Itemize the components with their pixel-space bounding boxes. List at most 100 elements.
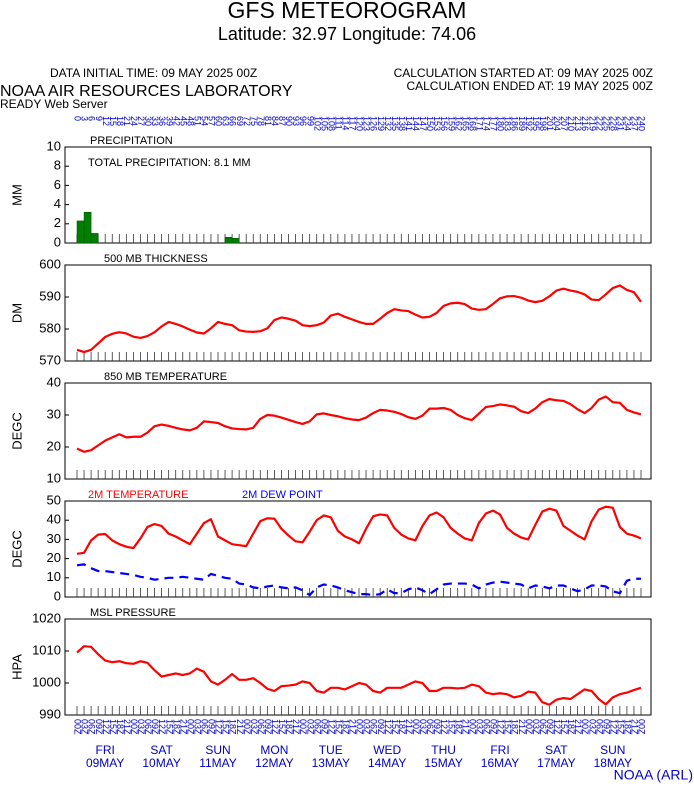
top-hour-label: 15 [108, 116, 118, 126]
bottom-hour-label: 21Z [517, 719, 527, 735]
y-tick-label: 10 [47, 470, 61, 485]
top-hour-label: 195 [531, 116, 541, 131]
bottom-hour-label: 09Z [432, 719, 442, 735]
top-hour-label: 63 [221, 116, 231, 126]
server: READY Web Server [0, 97, 108, 111]
top-hour-label: 27 [136, 116, 146, 126]
bottom-hour-label: 21Z [630, 719, 640, 735]
day-label: FRI [96, 743, 115, 757]
date-label: 15MAY [424, 756, 462, 770]
series-line [76, 505, 642, 555]
bottom-hour-label: 12Z [439, 719, 449, 735]
top-hour-label: 207 [559, 116, 569, 131]
bottom-hour-label: 18Z [284, 719, 294, 735]
top-hour-label: 57 [207, 116, 217, 126]
bottom-hour-label: 21Z [460, 719, 470, 735]
y-tick-label: 30 [47, 406, 61, 421]
top-hour-label: 45 [178, 116, 188, 126]
series-line [76, 563, 641, 597]
top-hour-label: 21 [122, 116, 132, 126]
top-hour-label: 213 [573, 116, 583, 131]
bottom-hour-label: 12Z [101, 719, 111, 735]
day-label: SUN [600, 743, 625, 757]
footer: NOAA (ARL) [614, 767, 693, 783]
bottom-hour-label: 03Z [192, 719, 202, 735]
panel-title: MSL PRESSURE [90, 607, 176, 619]
day-label: FRI [490, 743, 509, 757]
top-hour-label: 81 [263, 116, 273, 126]
top-hour-label: 222 [594, 116, 604, 131]
bottom-hour-label: 18Z [453, 719, 463, 735]
bottom-hour-label: 15Z [503, 719, 513, 735]
y-tick-label: 2 [54, 215, 61, 230]
bottom-hour-label: 15Z [221, 719, 231, 735]
bottom-hour-label: 00Z [637, 719, 647, 735]
bottom-hour-label: 12Z [383, 719, 393, 735]
top-hour-label: 117 [348, 116, 358, 130]
panel-frame [64, 264, 652, 362]
bottom-hour-label: 15Z [108, 719, 118, 735]
top-hour-label: 3 [80, 116, 90, 121]
bottom-hour-label: 06Z [200, 719, 210, 735]
top-hour-label: 234 [623, 116, 633, 131]
date-label: 09MAY [86, 756, 124, 770]
panel-frame [64, 618, 652, 716]
bottom-hour-label: 09Z [319, 719, 329, 735]
top-hour-label: 153 [432, 116, 442, 131]
top-hour-label: 78 [256, 116, 266, 126]
bottom-hour-label: 09Z [545, 719, 555, 735]
top-hour-label: 48 [185, 116, 195, 126]
top-hour-label: 9 [94, 116, 104, 121]
top-hour-label: 204 [552, 116, 562, 131]
top-hour-label: 114 [341, 116, 351, 130]
y-tick-label: 0 [54, 234, 61, 249]
bottom-hour-label: 09Z [376, 719, 386, 735]
bottom-hour-label: 15Z [615, 719, 625, 735]
y-tick-label: 600 [39, 256, 61, 271]
legend-entry: 2M DEW POINT [242, 489, 323, 501]
top-hour-label: 201 [545, 116, 555, 131]
bottom-hour-label: 00Z [580, 719, 590, 735]
calc-ended: CALCULATION ENDED AT: 19 MAY 2025 00Z [406, 79, 653, 93]
bottom-hour-label: 21Z [348, 719, 358, 735]
top-hour-label: 6 [87, 116, 97, 121]
bottom-hour-label: 18Z [228, 719, 238, 735]
bottom-hour-label: 09Z [150, 719, 160, 735]
bottom-hour-label: 06Z [256, 719, 266, 735]
bottom-hour-label: 09Z [207, 719, 217, 735]
top-hour-label: 168 [467, 116, 477, 131]
precip-bar [231, 237, 240, 244]
bottom-hour-label: 12Z [326, 719, 336, 735]
bottom-hour-label: 06Z [87, 719, 97, 735]
y-axis-label: MM [9, 184, 24, 206]
date-label: 12MAY [255, 756, 293, 770]
y-tick-label: 1010 [32, 642, 61, 657]
top-hour-label: 174 [482, 116, 492, 131]
top-hour-label: 129 [376, 116, 386, 131]
y-tick-label: 990 [39, 706, 61, 721]
top-hour-label: 93 [291, 116, 301, 126]
page-title: GFS METEOROGRAM [228, 0, 467, 23]
bottom-hour-label: 12Z [608, 719, 618, 735]
panel-annotation: TOTAL PRECIPITATION: 8.1 MM [88, 157, 251, 169]
top-hour-label: 216 [580, 116, 590, 131]
top-hour-label: 18 [115, 116, 125, 126]
date-label: 13MAY [312, 756, 350, 770]
top-hour-label: 36 [157, 116, 167, 126]
top-hour-label: 72 [242, 116, 252, 126]
bottom-hour-label: 12Z [214, 719, 224, 735]
page-subtitle: Latitude: 32.97 Longitude: 74.06 [218, 24, 476, 44]
top-hour-label: 66 [228, 116, 238, 126]
bottom-hour-label: 15Z [164, 719, 174, 735]
date-label: 16MAY [481, 756, 519, 770]
top-hour-label: 186 [510, 116, 520, 131]
bottom-hour-label: 21Z [178, 719, 188, 735]
bottom-hour-label: 18Z [115, 719, 125, 735]
top-hour-label: 24 [129, 116, 139, 126]
top-hour-label: 126 [369, 116, 379, 131]
y-tick-label: 40 [47, 374, 61, 389]
bottom-hour-label: 00Z [129, 719, 139, 735]
y-tick-label: 590 [39, 288, 61, 303]
top-hour-label: 96 [298, 116, 308, 126]
